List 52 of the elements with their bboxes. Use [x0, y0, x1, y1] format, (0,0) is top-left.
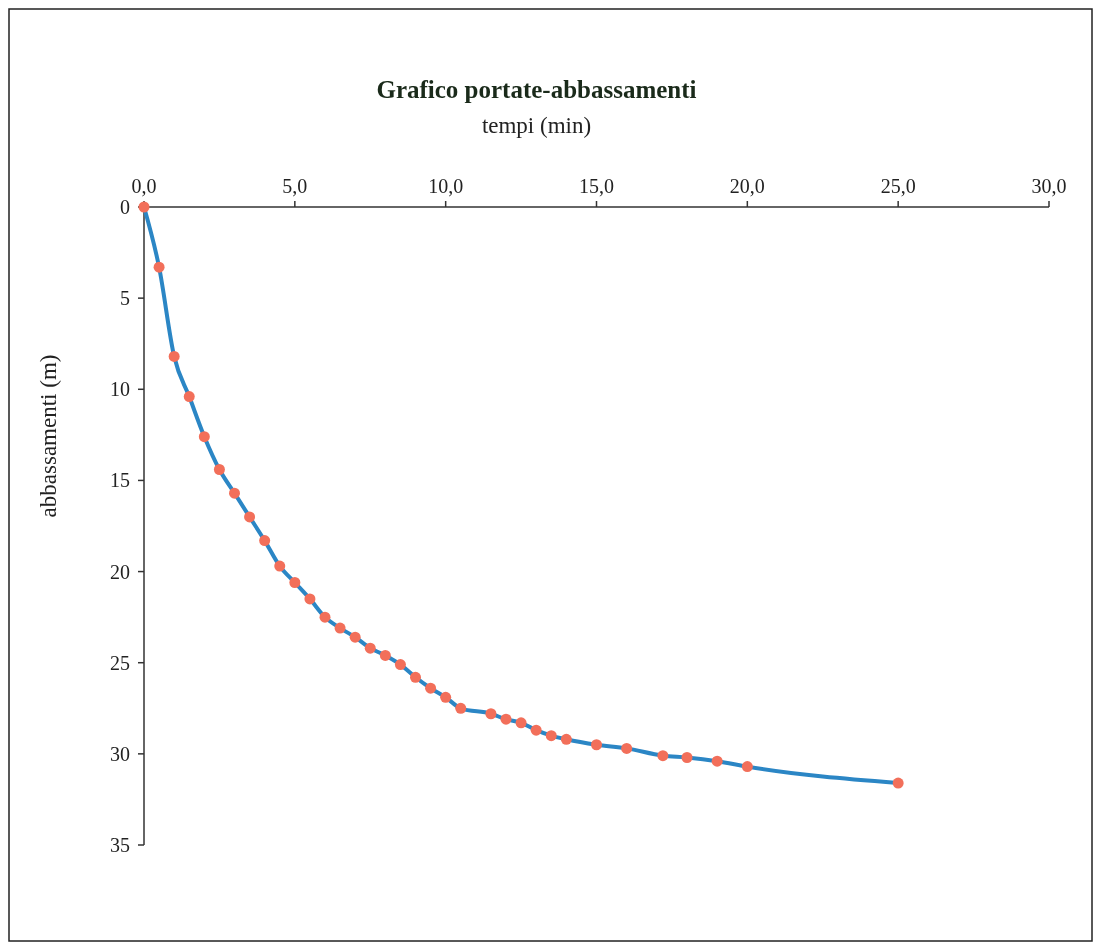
point — [545, 730, 557, 742]
point — [485, 708, 497, 720]
point — [440, 691, 452, 703]
point — [274, 560, 286, 572]
point — [657, 750, 669, 762]
y-tick-label: 30 — [110, 742, 130, 765]
x-tick-label: 0,0 — [131, 175, 157, 197]
point — [500, 713, 512, 725]
point — [168, 350, 180, 362]
point — [153, 261, 165, 273]
point — [410, 671, 421, 683]
point — [334, 622, 346, 634]
point — [319, 611, 331, 623]
point — [711, 755, 723, 767]
x-tick-label: 30,0 — [1031, 175, 1067, 197]
point — [304, 593, 316, 605]
point — [455, 702, 467, 714]
x-axis-title: tempi (min) — [481, 113, 592, 138]
y-axis-title: abbassamenti (m) — [36, 354, 61, 518]
point — [892, 777, 904, 789]
y-tick-label: 20 — [110, 560, 130, 583]
y-tick-label: 10 — [110, 378, 130, 401]
point — [229, 487, 240, 499]
point — [560, 733, 572, 745]
point — [530, 724, 542, 736]
y-tick-label: 0 — [120, 196, 130, 218]
point — [621, 742, 633, 754]
x-tick-label: 5,0 — [282, 175, 308, 197]
x-tick-label: 15,0 — [579, 175, 614, 197]
y-tick-label: 5 — [120, 287, 130, 310]
y-tick-label: 25 — [110, 651, 130, 674]
y-tick-label: 15 — [110, 469, 130, 492]
y-tick-label: 35 — [110, 834, 130, 856]
point — [515, 717, 527, 729]
point — [244, 511, 256, 523]
point — [741, 761, 753, 773]
x-tick-label: 10,0 — [428, 175, 464, 197]
point — [183, 391, 195, 403]
point — [364, 642, 376, 654]
chart-title: Grafico portate-abbassamenti — [376, 76, 697, 103]
point — [425, 682, 437, 694]
point — [394, 659, 406, 671]
point — [349, 631, 361, 643]
point — [289, 577, 301, 589]
point — [379, 649, 391, 661]
x-tick-label: 25,0 — [880, 175, 916, 197]
point — [681, 752, 693, 763]
point — [198, 431, 210, 443]
x-tick-label: 20,0 — [729, 175, 765, 197]
point — [213, 463, 225, 475]
point — [259, 535, 271, 547]
point — [591, 739, 602, 751]
